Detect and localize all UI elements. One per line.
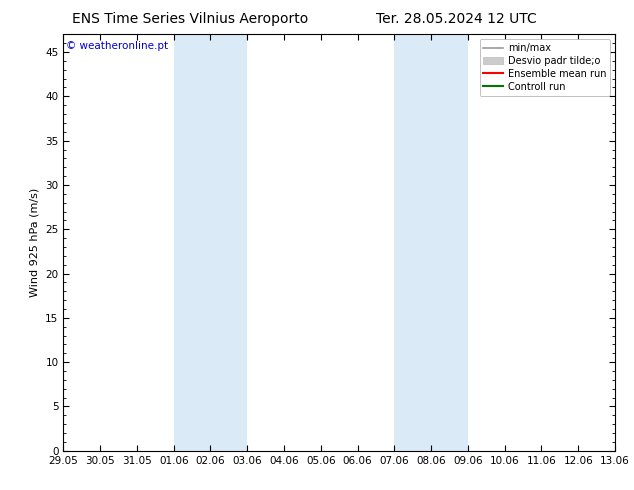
Bar — [174, 34, 247, 451]
Text: © weatheronline.pt: © weatheronline.pt — [66, 41, 168, 50]
Text: Ter. 28.05.2024 12 UTC: Ter. 28.05.2024 12 UTC — [376, 12, 537, 26]
Y-axis label: Wind 925 hPa (m/s): Wind 925 hPa (m/s) — [30, 188, 40, 297]
Text: ENS Time Series Vilnius Aeroporto: ENS Time Series Vilnius Aeroporto — [72, 12, 308, 26]
Bar — [394, 34, 468, 451]
Legend: min/max, Desvio padr tilde;o, Ensemble mean run, Controll run: min/max, Desvio padr tilde;o, Ensemble m… — [479, 39, 610, 96]
